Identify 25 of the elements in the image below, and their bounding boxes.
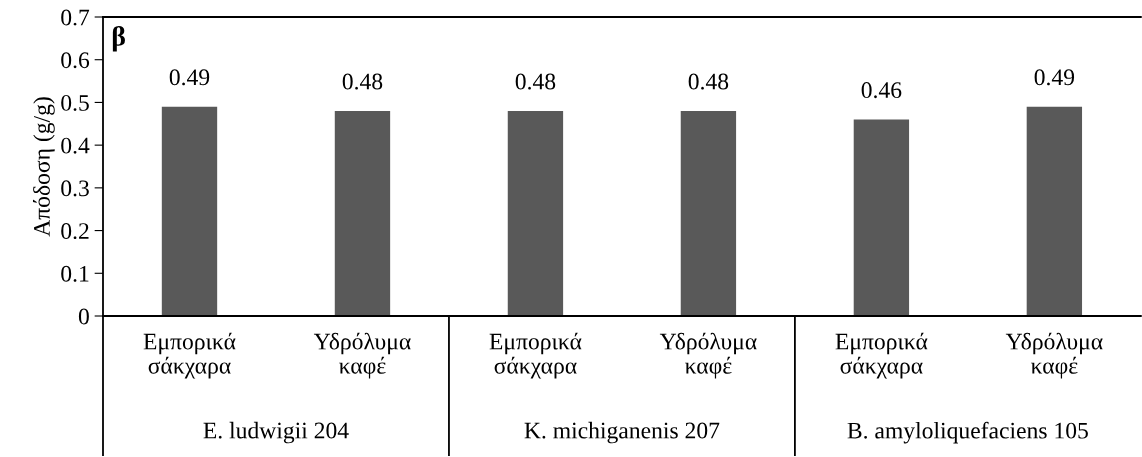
data-label: 0.48 bbox=[342, 73, 383, 90]
text: B. amyloliquefaciens 105 bbox=[847, 421, 1088, 444]
data-label: 0.49 bbox=[169, 69, 210, 86]
y-tick-label: 0.4 bbox=[61, 137, 90, 154]
y-tick-label: 0.3 bbox=[61, 180, 89, 197]
x-tick-label: Εμπορικά σάκχαρα bbox=[835, 332, 928, 379]
y-tick-label: 0.5 bbox=[61, 94, 89, 111]
x-tick-label: Υδρόλυμα καφέ bbox=[313, 332, 411, 379]
x-tick-label: Εμπορικά σάκχαρα bbox=[143, 332, 236, 379]
text: K. michiganenis 207 bbox=[524, 421, 720, 444]
y-tick-label: 0.7 bbox=[61, 9, 90, 26]
data-label: 0.48 bbox=[688, 73, 729, 90]
y-axis-title: Απόδοση (g/g) bbox=[32, 97, 55, 237]
x-tick-label: Υδρόλυμα καφέ bbox=[1005, 332, 1103, 379]
x-tick-label: Εμπορικά σάκχαρα bbox=[489, 332, 582, 379]
data-label: 0.48 bbox=[515, 73, 556, 90]
y-tick-label: 0.1 bbox=[61, 265, 89, 282]
y-tick-label: 0.2 bbox=[61, 223, 89, 240]
y-tick-label: 0.6 bbox=[61, 52, 90, 69]
x-tick-label: Υδρόλυμα καφέ bbox=[659, 332, 757, 379]
chart-title: β bbox=[112, 25, 125, 52]
y-tick-label: 0 bbox=[78, 308, 89, 325]
data-label: 0.49 bbox=[1034, 69, 1075, 86]
data-label: 0.46 bbox=[861, 82, 902, 99]
text: E. ludwigii 204 bbox=[203, 421, 349, 444]
